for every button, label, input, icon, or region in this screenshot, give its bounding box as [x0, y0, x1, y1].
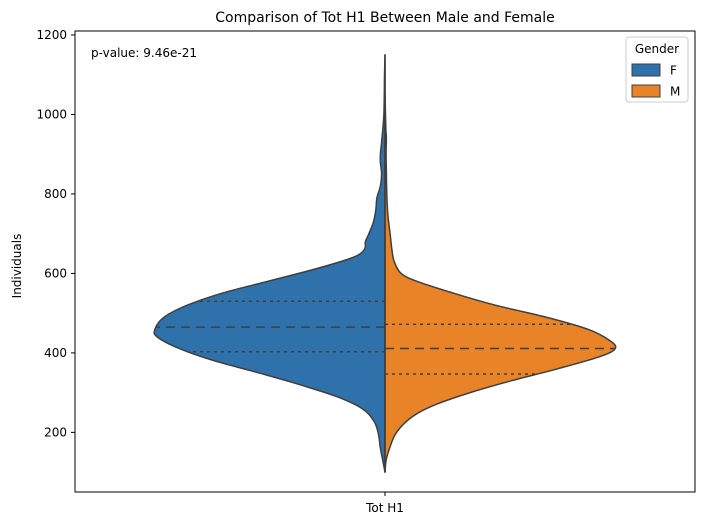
legend-label-m: M — [670, 85, 680, 99]
y-tick-label-800: 800 — [44, 187, 67, 201]
y-tick-label-1200: 1200 — [36, 28, 67, 42]
legend-title: Gender — [635, 42, 679, 56]
x-axis: Tot H1 — [365, 492, 404, 515]
y-tick-label-1000: 1000 — [36, 107, 67, 121]
violin-half-m — [384, 93, 617, 473]
p-value-annotation: p-value: 9.46e-21 — [91, 46, 197, 60]
legend-swatch-m — [631, 84, 661, 98]
plot-area — [74, 30, 696, 493]
legend-swatch-f — [631, 63, 661, 77]
y-tick-label-400: 400 — [44, 346, 67, 360]
legend-label-f: F — [670, 64, 677, 78]
legend: Gender FM — [625, 36, 689, 103]
y-tick-label-600: 600 — [44, 266, 67, 280]
y-axis: 200 400 600 800 1000 1200 — [36, 28, 75, 439]
chart-title: Comparison of Tot H1 Between Male and Fe… — [215, 10, 555, 26]
y-tick-label-200: 200 — [44, 425, 67, 439]
violin-half-f — [153, 54, 386, 473]
y-axis-label: Individuals — [10, 234, 24, 299]
x-tick-label-0: Tot H1 — [365, 501, 404, 515]
